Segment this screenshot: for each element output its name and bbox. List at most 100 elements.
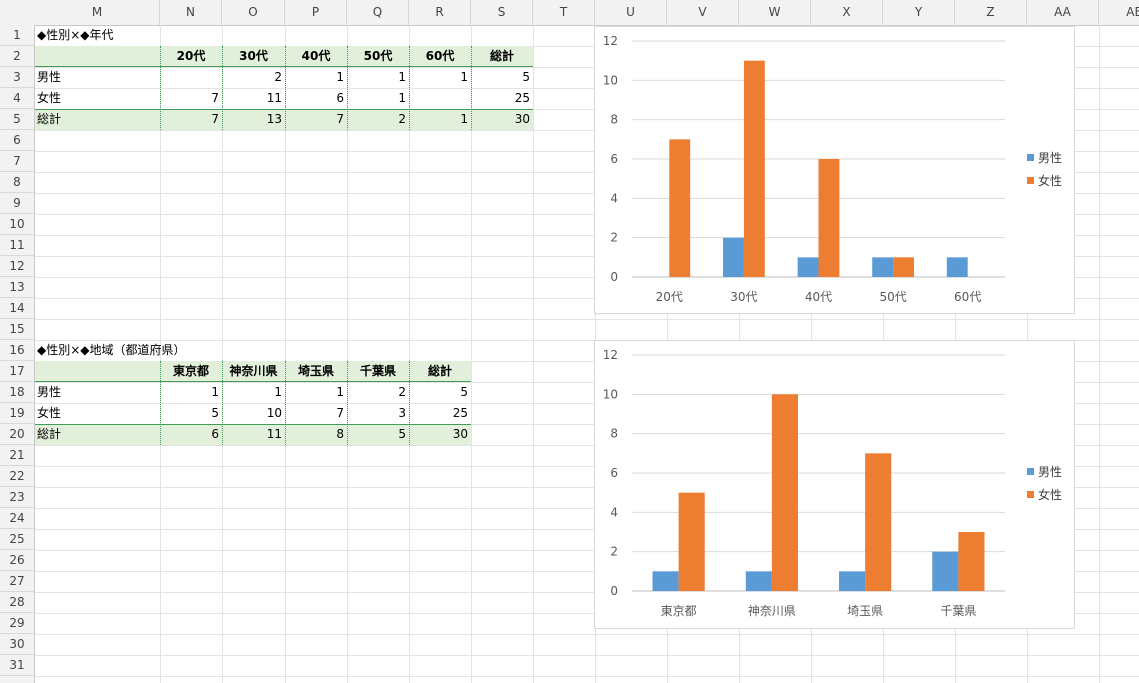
region-table-value-cell[interactable]: 5 <box>460 385 468 399</box>
age-table-value-cell[interactable]: 1 <box>398 91 406 105</box>
region-table-value-cell[interactable]: 2 <box>398 385 406 399</box>
row-header-13[interactable]: 13 <box>0 277 34 298</box>
column-header-ab[interactable]: AB <box>1099 0 1139 25</box>
region-table-column-header[interactable]: 千葉県 <box>359 364 396 378</box>
age-table-row-label[interactable]: 女性 <box>37 91 62 105</box>
region-table-column-header[interactable] <box>35 361 160 381</box>
age-table-value-cell[interactable]: 1 <box>336 70 344 84</box>
region-table-total-cell[interactable]: 8 <box>336 427 344 441</box>
age-table-value-cell[interactable]: 5 <box>522 70 530 84</box>
column-header-u[interactable]: U <box>595 0 667 25</box>
row-header-20[interactable]: 20 <box>0 424 34 445</box>
row-header-6[interactable]: 6 <box>0 130 34 151</box>
column-header-m[interactable]: M <box>35 0 160 25</box>
column-header-w[interactable]: W <box>739 0 811 25</box>
region-table-row-label[interactable]: 女性 <box>37 406 62 420</box>
row-header-19[interactable]: 19 <box>0 403 34 424</box>
row-header-5[interactable]: 5 <box>0 109 34 130</box>
age-table-value-cell[interactable]: 6 <box>336 91 344 105</box>
row-header-4[interactable]: 4 <box>0 88 34 109</box>
row-header-11[interactable]: 11 <box>0 235 34 256</box>
age-table-value-cell[interactable]: 1 <box>398 70 406 84</box>
row-header-26[interactable]: 26 <box>0 550 34 571</box>
age-table-column-header[interactable]: 60代 <box>425 49 455 63</box>
region-table-value-cell[interactable]: 10 <box>266 406 282 420</box>
region-table-column-header[interactable]: 総計 <box>427 364 452 378</box>
age-table-total-cell[interactable]: 7 <box>211 112 219 126</box>
region-table-column-header[interactable]: 神奈川県 <box>229 364 278 378</box>
row-header-27[interactable]: 27 <box>0 571 34 592</box>
column-header-t[interactable]: T <box>533 0 595 25</box>
age-table-column-header[interactable]: 総計 <box>489 49 514 63</box>
row-header-1[interactable]: 1 <box>0 25 34 46</box>
region-table-total-cell[interactable]: 5 <box>398 427 406 441</box>
age-table-value-cell[interactable]: 2 <box>274 70 282 84</box>
row-header-15[interactable]: 15 <box>0 319 34 340</box>
region-table-value-cell[interactable]: 3 <box>398 406 406 420</box>
legend-item-female[interactable]: 女性 <box>1027 488 1062 502</box>
region-table-value-cell[interactable]: 1 <box>211 385 219 399</box>
row-header-7[interactable]: 7 <box>0 151 34 172</box>
row-header-9[interactable]: 9 <box>0 193 34 214</box>
age-gender-chart[interactable]: 0 2 4 6 8 10 12 20代 30代 40代 50代 60代 男性 女性 <box>594 26 1075 314</box>
row-header-24[interactable]: 24 <box>0 508 34 529</box>
column-header-r[interactable]: R <box>409 0 471 25</box>
legend-item-male[interactable]: 男性 <box>1027 465 1062 479</box>
row-header-21[interactable]: 21 <box>0 445 34 466</box>
region-table-total-cell[interactable]: 6 <box>211 427 219 441</box>
age-table-column-header[interactable]: 20代 <box>176 49 206 63</box>
region-table-value-cell[interactable]: 1 <box>274 385 282 399</box>
age-table-value-cell[interactable] <box>409 88 471 108</box>
age-table-column-header[interactable] <box>35 46 160 66</box>
age-table-total-cell[interactable]: 1 <box>460 112 468 126</box>
column-header-aa[interactable]: AA <box>1027 0 1099 25</box>
age-table-total-cell[interactable]: 2 <box>398 112 406 126</box>
age-table-total-cell[interactable]: 7 <box>336 112 344 126</box>
region-table-total-cell[interactable]: 30 <box>452 427 468 441</box>
column-header-s[interactable]: S <box>471 0 533 25</box>
row-header-30[interactable]: 30 <box>0 634 34 655</box>
age-table-value-cell[interactable]: 11 <box>266 91 282 105</box>
region-table-total-label[interactable]: 総計 <box>37 427 62 441</box>
row-header-31[interactable]: 31 <box>0 655 34 676</box>
row-header-14[interactable]: 14 <box>0 298 34 319</box>
column-header-p[interactable]: P <box>285 0 347 25</box>
region-table-total-cell[interactable]: 11 <box>266 427 282 441</box>
age-table-total-cell[interactable]: 13 <box>266 112 282 126</box>
age-table-total-label[interactable]: 総計 <box>37 112 62 126</box>
row-header-12[interactable]: 12 <box>0 256 34 277</box>
legend-item-male[interactable]: 男性 <box>1027 151 1062 165</box>
column-header-y[interactable]: Y <box>883 0 955 25</box>
age-table-column-header[interactable]: 40代 <box>301 49 331 63</box>
age-table-value-cell[interactable]: 7 <box>211 91 219 105</box>
row-header-22[interactable]: 22 <box>0 466 34 487</box>
row-header-18[interactable]: 18 <box>0 382 34 403</box>
age-table-value-cell[interactable] <box>160 67 222 87</box>
row-header-10[interactable]: 10 <box>0 214 34 235</box>
region-table-column-header[interactable]: 東京都 <box>172 364 209 378</box>
row-header-23[interactable]: 23 <box>0 487 34 508</box>
legend-item-female[interactable]: 女性 <box>1027 174 1062 188</box>
row-header-16[interactable]: 16 <box>0 340 34 361</box>
column-header-n[interactable]: N <box>160 0 222 25</box>
region-table-value-cell[interactable]: 1 <box>336 385 344 399</box>
column-header-q[interactable]: Q <box>347 0 409 25</box>
row-header-8[interactable]: 8 <box>0 172 34 193</box>
region-table-row-label[interactable]: 男性 <box>37 385 62 399</box>
age-table-column-header[interactable]: 30代 <box>239 49 268 63</box>
age-table-value-cell[interactable]: 1 <box>460 70 468 84</box>
row-header-3[interactable]: 3 <box>0 67 34 88</box>
region-table-value-cell[interactable]: 7 <box>336 406 344 420</box>
row-header-25[interactable]: 25 <box>0 529 34 550</box>
column-header-o[interactable]: O <box>222 0 285 25</box>
age-table-value-cell[interactable]: 25 <box>514 91 530 105</box>
row-header-17[interactable]: 17 <box>0 361 34 382</box>
region-gender-chart[interactable]: 0 2 4 6 8 10 12 東京都 神奈川県 埼玉県 千葉県 男性 女性 <box>594 340 1075 629</box>
age-table-row-label[interactable]: 男性 <box>37 70 62 84</box>
age-table-column-header[interactable]: 50代 <box>363 49 393 63</box>
row-header-29[interactable]: 29 <box>0 613 34 634</box>
region-table-value-cell[interactable]: 5 <box>211 406 219 420</box>
region-table-column-header[interactable]: 埼玉県 <box>297 364 334 378</box>
row-header-28[interactable]: 28 <box>0 592 34 613</box>
column-header-v[interactable]: V <box>667 0 739 25</box>
